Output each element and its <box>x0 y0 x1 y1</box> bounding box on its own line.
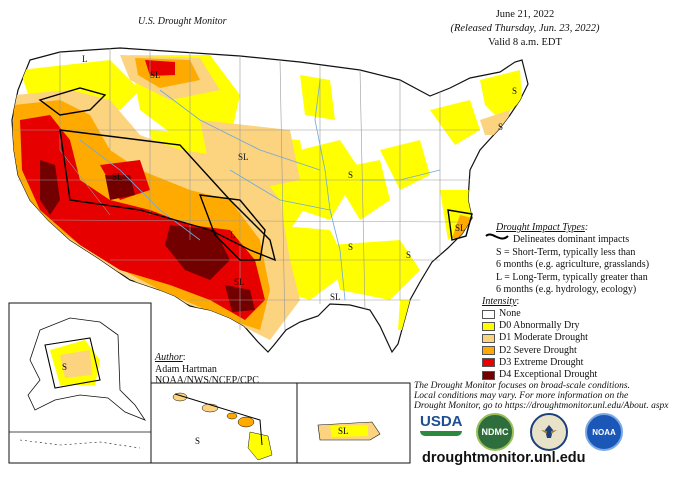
map-label-s-me: S <box>512 86 517 96</box>
impact-labels: L SL SL SL L SL S S S SL SL S S <box>82 54 517 302</box>
intensity-colon: : <box>516 296 520 307</box>
eagle-seal-icon <box>541 425 557 438</box>
disclaimer-line-2: Local conditions may vary. For more info… <box>414 391 629 401</box>
disclaimer-line-3[interactable]: Drought Monitor, go to https://droughtmo… <box>414 401 669 411</box>
map-label-s-sc: S <box>406 250 411 260</box>
website-link[interactable]: droughtmonitor.unl.edu <box>422 450 586 466</box>
intensity-swatch <box>482 358 495 368</box>
author-block: Author: Adam Hartman NOAA/NWS/NCEP/CPC <box>155 352 259 387</box>
map-label-sl-va: SL <box>455 223 466 233</box>
map-label-s-ak: S <box>62 362 67 372</box>
impact-types-title: Drought Impact Types <box>496 222 585 233</box>
intensity-title: Intensity <box>482 296 517 307</box>
map-label-l-ok: L <box>230 230 236 240</box>
usda-seal-logo[interactable] <box>530 413 568 451</box>
map-label-s-hi: S <box>195 436 200 446</box>
hawaii-inset: S <box>150 382 298 464</box>
intensity-item: D1 Moderate Drought <box>482 332 597 344</box>
intensity-item: D4 Exceptional Drought <box>482 369 597 381</box>
alaska-inset: S <box>8 302 152 464</box>
map-label-sl-ut: SL <box>112 172 123 182</box>
date-block: June 21, 2022 (Released Thursday, Jun. 2… <box>420 8 630 50</box>
map-label-sl-mt: SL <box>150 70 161 80</box>
intensity-label: None <box>499 308 521 320</box>
release-date: (Released Thursday, Jun. 23, 2022) <box>450 23 600 34</box>
usda-logo-wave <box>420 431 462 436</box>
author-heading: Author: <box>155 352 259 364</box>
author-colon: : <box>182 352 186 363</box>
map-label-l-nw: L <box>82 54 88 64</box>
intensity-label: D4 Exceptional Drought <box>499 369 598 381</box>
intensity-label: D2 Severe Drought <box>499 344 577 356</box>
impact-types-legend: Drought Impact Types: Delineates dominan… <box>455 222 695 296</box>
map-label-sl-pr: SL <box>338 426 349 436</box>
map-title: U.S. Drought Monitor <box>138 16 227 27</box>
map-label-s-il: S <box>348 170 353 180</box>
map-label-sl-tx: SL <box>234 277 245 287</box>
map-label-sl-ne: SL <box>238 152 249 162</box>
impact-boundary-legend-icon <box>485 233 509 240</box>
disclaimer-line-1: The Drought Monitor focuses on broad-sca… <box>414 381 630 391</box>
noaa-logo[interactable]: NOAA <box>585 413 623 451</box>
ndmc-logo[interactable]: NDMC <box>476 413 514 451</box>
intensity-heading: Intensity: <box>482 296 597 308</box>
map-label-sl-la: SL <box>330 292 341 302</box>
impact-boundary-label: Delineates dominant impacts <box>513 234 630 246</box>
intensity-label: D1 Moderate Drought <box>499 332 588 344</box>
impact-types-colon: : <box>584 222 589 233</box>
intensity-item: D0 Abnormally Dry <box>482 320 597 332</box>
map-label-s-tn: S <box>348 242 353 252</box>
intensity-swatch <box>482 309 495 319</box>
impact-boundaries <box>38 87 473 262</box>
ndmc-logo-text: NDMC <box>481 427 509 437</box>
impact-types-heading: Drought Impact Types: <box>496 222 695 234</box>
intensity-swatch <box>482 321 495 331</box>
valid-time: Valid 8 a.m. EDT <box>488 37 562 48</box>
intensity-swatch <box>482 346 495 356</box>
intensity-swatch <box>482 333 495 343</box>
map-label-s-ma: S <box>498 122 503 132</box>
usda-logo-text: USDA <box>420 413 463 430</box>
long-term-line-1: L = Long-Term, typically greater than <box>496 271 648 283</box>
short-term-line-2: 6 months (e.g. agriculture, grasslands) <box>496 259 650 271</box>
usda-logo[interactable]: USDA <box>420 413 463 443</box>
long-term-line-2: 6 months (e.g. hydrology, ecology) <box>496 284 637 296</box>
author-title: Author <box>155 352 183 363</box>
intensity-item: None <box>482 308 597 320</box>
author-name: Adam Hartman <box>155 363 217 375</box>
intensity-item: D2 Severe Drought <box>482 345 597 357</box>
intensity-item: D3 Extreme Drought <box>482 357 597 369</box>
short-term-line-1: S = Short-Term, typically less than <box>496 246 636 258</box>
map-date: June 21, 2022 <box>495 9 555 20</box>
intensity-label: D3 Extreme Drought <box>499 356 584 368</box>
d4-areas <box>40 160 255 312</box>
puerto-rico-inset: SL <box>296 382 411 464</box>
rivers <box>79 79 441 301</box>
intensity-items: None D0 Abnormally Dry D1 Moderate Drought… <box>482 308 597 381</box>
intensity-legend: Intensity: None D0 Abnormally Dry D1 Moder… <box>455 296 597 381</box>
author-org: NOAA/NWS/NCEP/CPC <box>155 375 259 386</box>
noaa-logo-text: NOAA <box>592 427 616 437</box>
intensity-label: D0 Abnormally Dry <box>499 320 580 332</box>
disclaimer: The Drought Monitor focuses on broad-sca… <box>414 381 700 411</box>
intensity-swatch <box>482 370 495 380</box>
